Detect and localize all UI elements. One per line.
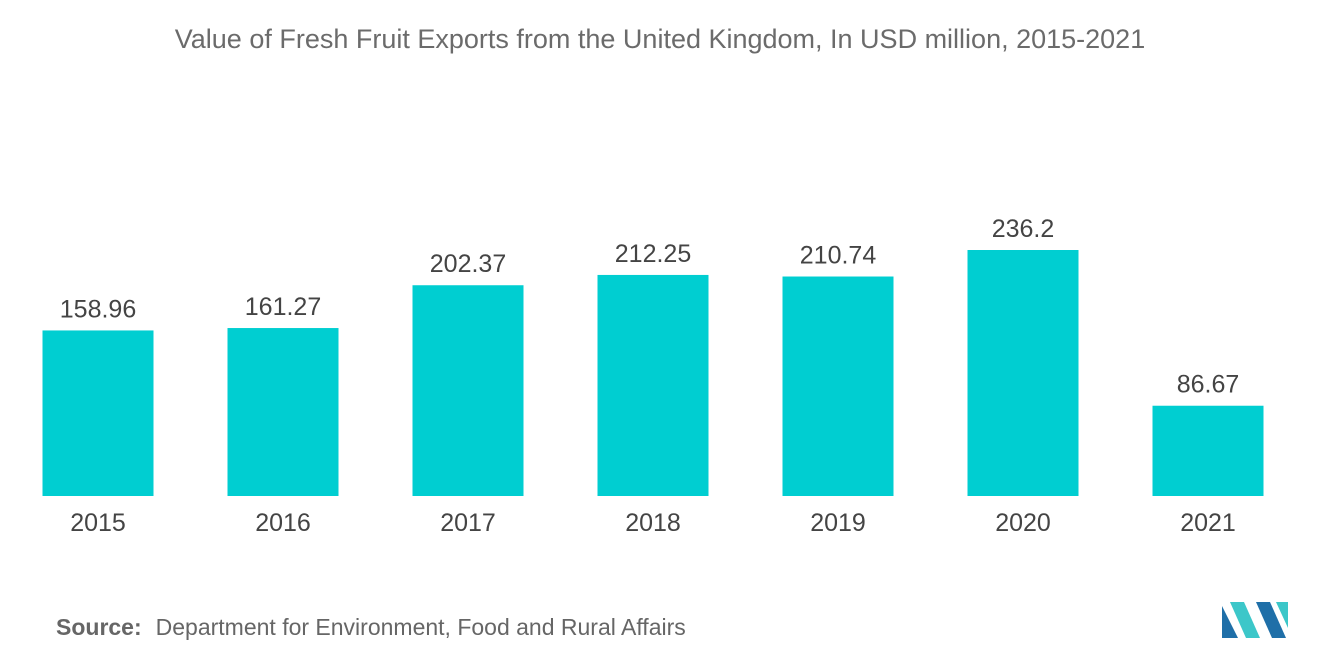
x-axis-ticks: 2015 2016 2017 2018 2019 2020 2021 — [70, 509, 1236, 537]
x-tick-2018: 2018 — [625, 509, 681, 537]
bar-chart: 158.96 161.27 202.37 212.25 210.74 236.2 86.67… — [42, 215, 1264, 537]
logo-right-shape — [1256, 602, 1286, 638]
bar-2021 — [1152, 405, 1264, 496]
x-tick-2020: 2020 — [995, 509, 1051, 537]
logo-tail-shape — [1276, 602, 1288, 628]
bar-2020 — [967, 250, 1079, 496]
bars-group — [42, 250, 1264, 496]
bar-2018 — [597, 274, 709, 496]
x-tick-2017: 2017 — [440, 509, 496, 537]
x-tick-2021: 2021 — [1180, 509, 1236, 537]
source-label: Source: — [56, 614, 142, 640]
logo-left-shape — [1222, 606, 1238, 638]
company-logo — [1222, 602, 1288, 638]
source-text: Department for Environment, Food and Rur… — [155, 614, 686, 640]
value-label-2017: 202.37 — [430, 250, 506, 278]
value-label-2020: 236.2 — [992, 215, 1055, 243]
x-tick-2015: 2015 — [70, 509, 126, 537]
x-tick-2019: 2019 — [810, 509, 866, 537]
bar-2015 — [42, 330, 154, 496]
value-label-2019: 210.74 — [800, 242, 877, 270]
value-label-2016: 161.27 — [245, 293, 321, 321]
bar-2016 — [227, 328, 339, 496]
value-label-2021: 86.67 — [1177, 371, 1240, 399]
x-tick-2016: 2016 — [255, 509, 311, 537]
value-labels-group: 158.96 161.27 202.37 212.25 210.74 236.2 86.67 — [60, 215, 1240, 399]
bar-2019 — [782, 276, 894, 496]
value-label-2015: 158.96 — [60, 295, 136, 323]
bar-2017 — [412, 285, 524, 496]
chart-title: Value of Fresh Fruit Exports from the Un… — [174, 24, 1146, 54]
value-label-2018: 212.25 — [615, 240, 691, 268]
source-note: Source: Department for Environment, Food … — [56, 614, 686, 641]
logo-mid-shape — [1230, 602, 1260, 638]
